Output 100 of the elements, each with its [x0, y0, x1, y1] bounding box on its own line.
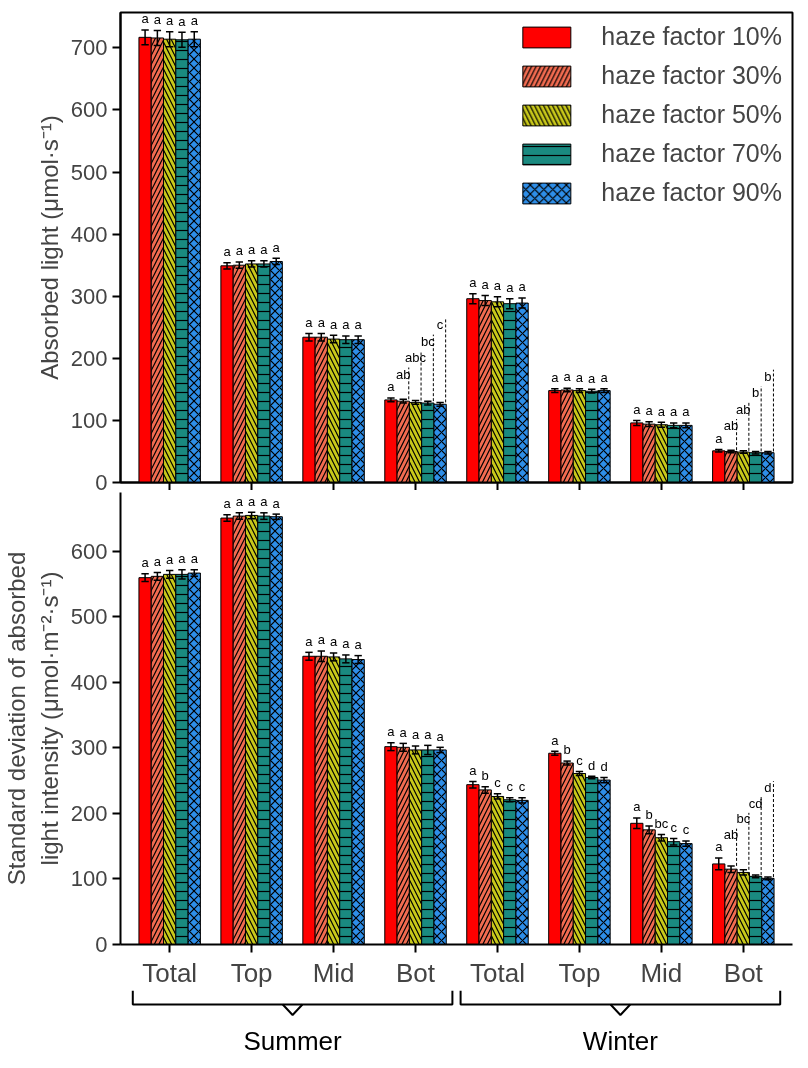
data-label: a: [645, 402, 654, 418]
data-label: a: [600, 369, 609, 385]
data-label: a: [670, 404, 679, 420]
data-label: c: [506, 779, 514, 795]
x-tick-label: Top: [558, 957, 601, 988]
data-label: a: [563, 369, 572, 385]
data-label: a: [141, 555, 150, 571]
data-label: d: [588, 757, 596, 773]
x-tick-label: Bot: [723, 957, 764, 988]
y-tick-label: 0: [95, 932, 108, 957]
legend-label: haze factor 10%: [601, 22, 782, 51]
y-tick-label: 700: [70, 35, 108, 61]
data-label: a: [190, 12, 199, 28]
data-label: a: [715, 839, 724, 855]
data-label: a: [260, 242, 269, 258]
data-label: a: [411, 727, 420, 743]
text: Winter: [582, 1025, 659, 1056]
data-label: a: [272, 239, 281, 255]
data-label: a: [657, 403, 666, 419]
data-label: a: [387, 724, 396, 740]
data-label: a: [305, 633, 314, 649]
data-label: ab: [396, 366, 411, 382]
y-axis-title: Absorbed light (μmol·s⁻¹): [35, 115, 63, 380]
data-label: bc: [654, 815, 669, 831]
data-label: a: [387, 379, 396, 395]
data-label: bc: [736, 811, 751, 827]
data-label: b: [563, 742, 571, 758]
x-tick-label: Mid: [640, 957, 683, 988]
y-tick-label: 500: [70, 159, 108, 185]
data-label: c: [576, 752, 584, 768]
data-label: a: [223, 243, 232, 259]
y-tick-label: 100: [70, 866, 108, 892]
data-label: a: [354, 637, 363, 652]
data-label: a: [575, 369, 584, 385]
data-label: a: [141, 11, 150, 27]
data-label: a: [506, 279, 515, 295]
data-label: a: [153, 553, 162, 569]
x-tick-label: Top: [230, 957, 273, 988]
data-label: ab: [723, 418, 739, 434]
data-label: a: [178, 13, 187, 29]
data-label: a: [342, 636, 351, 652]
data-label: a: [588, 370, 597, 386]
data-label: a: [317, 314, 326, 330]
data-label: cd: [748, 795, 763, 811]
data-label: d: [764, 779, 772, 795]
data-label: a: [178, 551, 187, 567]
data-label: a: [469, 762, 478, 778]
data-label: a: [493, 278, 502, 294]
x-tick-label: Mid: [312, 957, 355, 988]
data-label: a: [342, 317, 351, 333]
data-label: c: [436, 317, 444, 333]
data-label: d: [600, 758, 608, 774]
y-tick-label: 0: [95, 470, 108, 495]
text: Summer: [243, 1025, 343, 1056]
data-label: c: [518, 779, 526, 795]
data-label: a: [399, 724, 408, 740]
data-label: a: [481, 276, 490, 292]
data-label: a: [248, 242, 257, 258]
data-label: a: [633, 799, 642, 815]
data-label: a: [305, 314, 314, 330]
data-label: a: [248, 493, 257, 509]
data-label: ab: [736, 401, 751, 417]
y-tick-label: 300: [70, 735, 108, 761]
y-tick-label: 200: [70, 345, 108, 371]
legend-label: haze factor 30%: [601, 61, 782, 90]
data-label: c: [682, 822, 690, 838]
data-label: a: [469, 274, 478, 290]
legend-label: haze factor 70%: [601, 139, 782, 168]
data-label: a: [518, 279, 527, 295]
data-label: a: [272, 495, 281, 511]
data-label: a: [329, 634, 338, 650]
data-label: a: [424, 726, 433, 742]
y-tick-label: 300: [70, 283, 108, 309]
data-label: a: [190, 551, 199, 567]
data-label: a: [153, 11, 162, 27]
data-label: ab: [723, 827, 739, 843]
data-label: a: [715, 430, 724, 446]
data-label: a: [166, 12, 175, 28]
data-label: a: [235, 494, 244, 510]
data-label: c: [494, 775, 502, 791]
data-label: a: [223, 496, 232, 512]
legend-label: haze factor 50%: [601, 100, 782, 129]
y-tick-label: 600: [70, 97, 108, 123]
x-tick-label: Total: [142, 957, 198, 988]
x-tick-label: Total: [470, 957, 525, 988]
data-label: a: [551, 369, 560, 385]
y-tick-label: 100: [70, 407, 108, 433]
data-label: a: [317, 632, 326, 648]
data-label: a: [235, 243, 244, 259]
y-tick-label: 600: [70, 538, 108, 564]
data-label: b: [645, 807, 653, 823]
data-label: a: [260, 494, 269, 510]
data-label: b: [481, 768, 489, 784]
data-label: b: [752, 385, 760, 401]
data-label: a: [166, 551, 175, 567]
data-label: b: [764, 368, 772, 384]
data-label: a: [682, 404, 691, 420]
data-label: a: [551, 732, 560, 748]
y-tick-label: 200: [70, 800, 108, 826]
data-label: a: [329, 316, 338, 332]
